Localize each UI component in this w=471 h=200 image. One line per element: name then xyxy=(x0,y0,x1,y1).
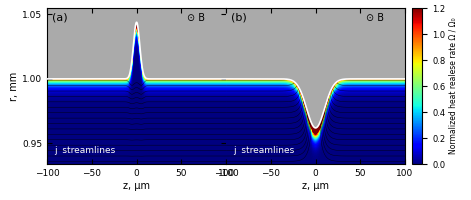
Y-axis label: r, mm: r, mm xyxy=(9,71,19,101)
Text: (b): (b) xyxy=(231,13,247,23)
Y-axis label: Normalized heat realese rate Ω / Ω₀: Normalized heat realese rate Ω / Ω₀ xyxy=(448,18,457,154)
Text: j  streamlines: j streamlines xyxy=(233,146,294,155)
Text: ⊙ B: ⊙ B xyxy=(365,13,384,23)
Text: ⊙ B: ⊙ B xyxy=(187,13,205,23)
X-axis label: z, μm: z, μm xyxy=(123,181,150,191)
X-axis label: z, μm: z, μm xyxy=(302,181,329,191)
Text: (a): (a) xyxy=(52,13,68,23)
Text: j  streamlines: j streamlines xyxy=(54,146,115,155)
